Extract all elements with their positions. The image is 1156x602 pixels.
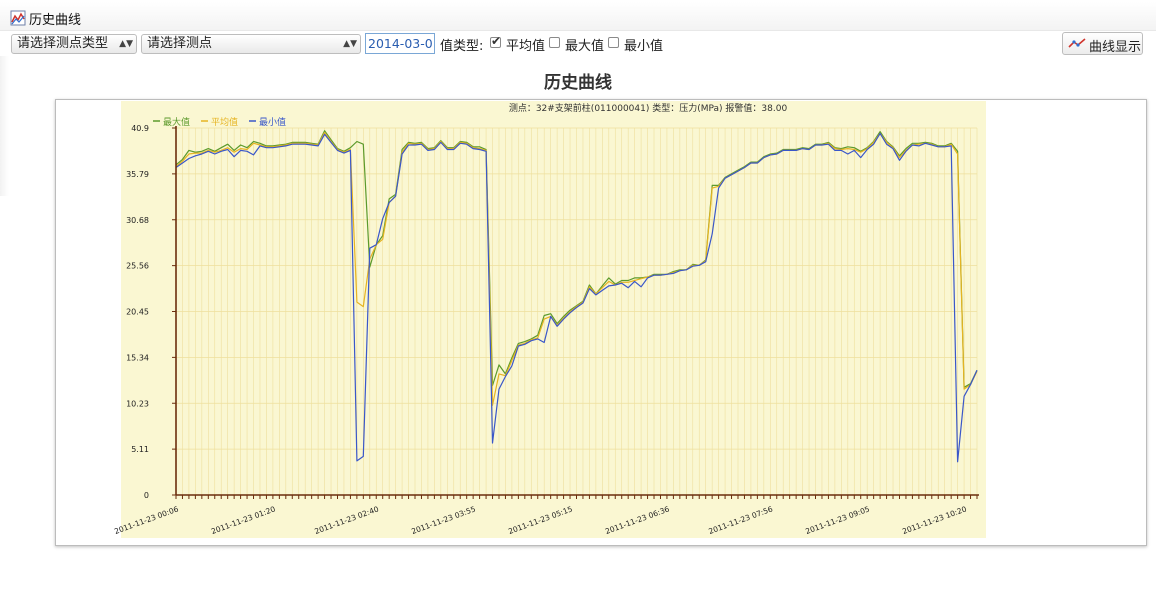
series-line-最大值 bbox=[175, 130, 978, 388]
point-select[interactable]: 请选择测点 ▲▼ bbox=[141, 34, 361, 54]
panel-header: 历史曲线 bbox=[0, 2, 1156, 31]
y-tick-label: 5.11 bbox=[131, 445, 149, 454]
legend-label: 平均值 bbox=[211, 116, 238, 128]
chart-frame: 测点：32#支架前柱(011000041) 类型：压力(MPa) 报警值：38.… bbox=[55, 99, 1147, 546]
checkbox-min-label: 最小值 bbox=[624, 39, 664, 54]
y-tick-label: 35.79 bbox=[126, 170, 149, 179]
y-tick-label: 30.68 bbox=[126, 216, 149, 225]
checkbox-average-label: 平均值 bbox=[506, 39, 546, 54]
chart-title: 历史曲线 bbox=[544, 73, 612, 93]
line-chart-icon bbox=[10, 10, 26, 26]
chart-series bbox=[175, 130, 978, 463]
trend-line-icon bbox=[1068, 38, 1086, 48]
point-type-select-value: 请选择测点类型 bbox=[17, 36, 109, 51]
select-arrows-icon: ▲▼ bbox=[343, 39, 357, 49]
toolbar: 请选择测点类型 ▲▼ 请选择测点 ▲▼ 值类型: ✔ 平均值 最大值 最小值 曲… bbox=[0, 32, 1156, 56]
series-line-平均值 bbox=[175, 131, 978, 406]
y-tick-label: 10.23 bbox=[126, 399, 149, 408]
y-tick-label: 20.45 bbox=[126, 308, 149, 317]
y-tick-label: 25.56 bbox=[126, 262, 149, 271]
chart-grid bbox=[175, 127, 978, 496]
legend-label: 最大值 bbox=[163, 116, 190, 128]
legend-label: 最小值 bbox=[259, 116, 286, 128]
checkbox-max[interactable] bbox=[549, 37, 560, 48]
panel-left-shadow bbox=[0, 56, 9, 196]
select-arrows-icon: ▲▼ bbox=[119, 39, 133, 49]
chart-legend: 最大值 平均值 最小值 bbox=[153, 116, 286, 128]
series-line-最小值 bbox=[175, 132, 978, 463]
panel-title: 历史曲线 bbox=[29, 13, 82, 28]
y-tick-label: 15.34 bbox=[126, 353, 149, 362]
checkmark-icon: ✔ bbox=[491, 34, 502, 48]
history-chart: 测点：32#支架前柱(011000041) 类型：压力(MPa) 报警值：38.… bbox=[113, 101, 986, 538]
show-curve-button[interactable]: 曲线显示 bbox=[1062, 32, 1143, 55]
chart-subtitle: 测点：32#支架前柱(011000041) 类型：压力(MPa) 报警值：38.… bbox=[509, 102, 788, 114]
y-tick-label: 40.9 bbox=[131, 124, 149, 133]
checkbox-average[interactable]: ✔ bbox=[490, 34, 502, 48]
show-curve-button-label: 曲线显示 bbox=[1089, 40, 1142, 55]
point-type-select[interactable]: 请选择测点类型 ▲▼ bbox=[11, 34, 137, 54]
value-type-label: 值类型: bbox=[440, 39, 484, 54]
date-input[interactable] bbox=[365, 33, 435, 54]
point-select-value: 请选择测点 bbox=[147, 36, 213, 51]
checkbox-max-label: 最大值 bbox=[565, 39, 605, 54]
checkbox-min[interactable] bbox=[608, 37, 619, 48]
y-tick-label: 0 bbox=[144, 491, 149, 500]
